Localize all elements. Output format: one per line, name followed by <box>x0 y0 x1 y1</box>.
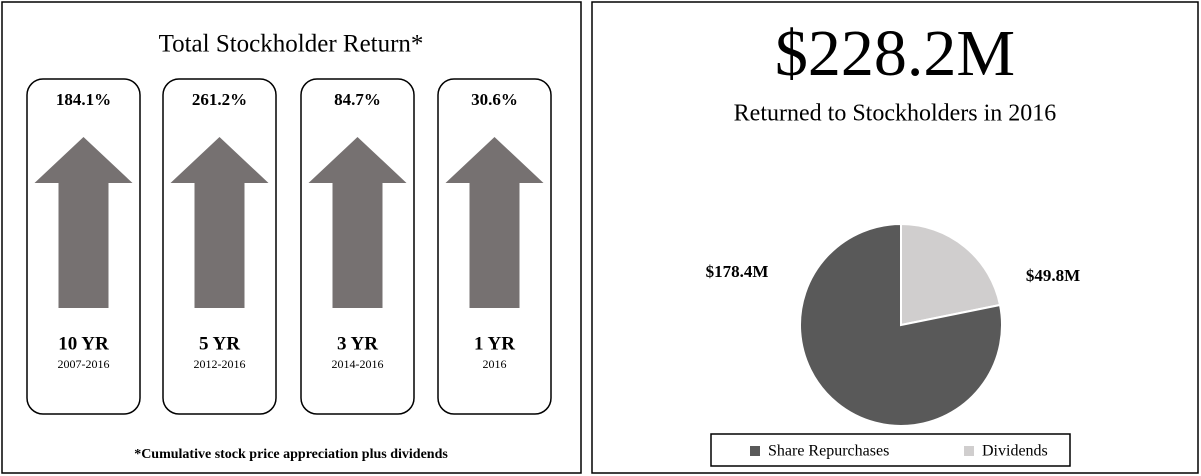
data-label: $49.8M <box>1026 266 1080 285</box>
card-return: 30.6% <box>471 90 518 109</box>
card-period: 1 YR <box>474 333 515 354</box>
chart-title: $228.2M <box>775 17 1015 90</box>
card-period: 5 YR <box>199 333 240 354</box>
pie-slice <box>799 222 1003 427</box>
data-label: $178.4M <box>706 262 769 281</box>
legend-swatch <box>750 446 760 456</box>
card-range: 2007-2016 <box>58 357 110 371</box>
card-range: 2012-2016 <box>194 357 246 371</box>
card-period: 10 YR <box>58 333 109 354</box>
footnote: *Cumulative stock price appreciation plu… <box>134 447 448 462</box>
arrow <box>308 137 407 308</box>
card-return: 261.2% <box>192 90 247 109</box>
legend <box>710 433 1071 467</box>
pie-slice <box>900 222 1002 327</box>
arrow <box>34 137 133 308</box>
card-return: 184.1% <box>56 90 111 109</box>
card-range: 2016 <box>483 357 507 371</box>
legend-swatch <box>964 446 974 456</box>
legend-label: Share Repurchases <box>768 443 889 460</box>
chart-subtitle: Returned to Stockholders in 2016 <box>734 101 1057 127</box>
card-period: 3 YR <box>337 333 378 354</box>
arrow <box>445 137 544 308</box>
card-range: 2014-2016 <box>332 357 384 371</box>
legend-label: Dividends <box>982 443 1048 460</box>
tsr-title: Total Stockholder Return* <box>159 31 424 58</box>
card-return: 84.7% <box>334 90 381 109</box>
arrow <box>170 137 269 308</box>
